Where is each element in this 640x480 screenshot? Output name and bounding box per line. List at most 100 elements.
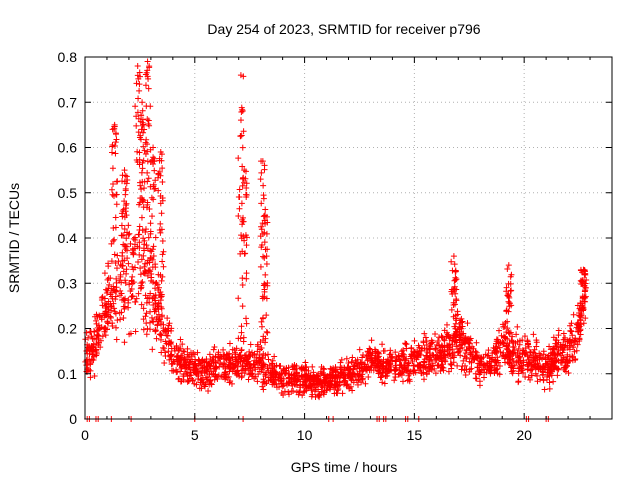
data-point (531, 361, 538, 368)
data-point (395, 353, 402, 360)
data-point (144, 58, 151, 65)
data-point (243, 320, 250, 327)
data-point (473, 339, 480, 346)
data-point (214, 376, 221, 383)
data-point (107, 291, 114, 298)
data-point (528, 366, 535, 373)
data-point (139, 122, 146, 129)
data-point (540, 363, 547, 370)
data-point (102, 325, 109, 332)
data-point (480, 374, 487, 381)
data-point (488, 365, 495, 372)
data-point (243, 315, 250, 322)
data-point (241, 179, 247, 186)
data-point (89, 350, 96, 357)
data-point (403, 340, 410, 347)
data-point (137, 285, 144, 292)
data-point (354, 370, 361, 377)
data-point (128, 293, 135, 300)
data-point (212, 354, 219, 361)
data-point (243, 275, 250, 282)
data-point (206, 363, 213, 370)
data-point (152, 285, 159, 292)
data-point (507, 273, 514, 280)
data-point (349, 354, 356, 361)
data-point (580, 266, 587, 273)
data-point (88, 357, 95, 364)
data-point (280, 380, 287, 387)
data-point (576, 335, 583, 342)
data-point (435, 362, 442, 369)
data-point (188, 349, 195, 356)
data-point (135, 258, 142, 265)
data-point (549, 355, 556, 362)
data-point (226, 340, 233, 347)
data-point (121, 167, 128, 174)
data-point (309, 381, 316, 388)
data-point (533, 343, 540, 350)
data-point (457, 352, 464, 359)
data-point (149, 213, 156, 220)
data-point (146, 64, 153, 71)
data-point (296, 382, 303, 389)
data-point (387, 367, 394, 374)
data-point (400, 347, 407, 354)
data-point (143, 299, 150, 306)
data-point (138, 301, 145, 308)
data-point (376, 359, 383, 366)
data-point (261, 280, 268, 287)
data-point (560, 330, 567, 337)
data-point (116, 277, 123, 284)
data-point (239, 108, 246, 115)
data-point (505, 359, 512, 366)
data-point (114, 252, 121, 259)
data-point (111, 305, 118, 312)
data-point (532, 353, 539, 360)
data-point (99, 333, 106, 340)
data-point (206, 351, 213, 358)
data-point (577, 314, 584, 321)
data-point (379, 370, 386, 377)
data-point (147, 230, 154, 237)
data-point (158, 277, 165, 284)
data-point (345, 360, 352, 367)
data-point (124, 176, 131, 183)
data-point (105, 275, 112, 282)
data-point (237, 117, 244, 124)
data-point (415, 351, 422, 358)
data-point (321, 387, 328, 394)
data-point (405, 372, 412, 379)
data-point (471, 356, 478, 363)
data-point (135, 290, 142, 297)
data-point (508, 287, 515, 294)
data-point (348, 358, 355, 365)
data-point (261, 162, 268, 169)
data-point (260, 360, 267, 367)
data-point (233, 356, 240, 363)
data-point (249, 370, 256, 377)
data-point (342, 375, 349, 382)
data-point (220, 346, 227, 353)
data-point (113, 324, 120, 331)
data-point (127, 287, 134, 294)
data-point (368, 337, 375, 344)
data-point (308, 376, 315, 383)
data-point (132, 103, 139, 110)
data-point (296, 388, 303, 395)
data-point (153, 335, 160, 342)
data-point (105, 298, 112, 305)
data-point (91, 373, 98, 380)
data-point (140, 270, 147, 277)
data-point (145, 85, 152, 92)
data-point (177, 336, 184, 343)
grid-lines (85, 57, 612, 419)
data-point (532, 370, 539, 377)
data-point (485, 352, 492, 359)
data-point (499, 339, 506, 346)
data-point (147, 103, 154, 110)
data-point (137, 265, 144, 272)
data-point (151, 297, 158, 304)
data-point (147, 326, 154, 333)
data-point (239, 275, 246, 282)
data-point (261, 294, 268, 301)
